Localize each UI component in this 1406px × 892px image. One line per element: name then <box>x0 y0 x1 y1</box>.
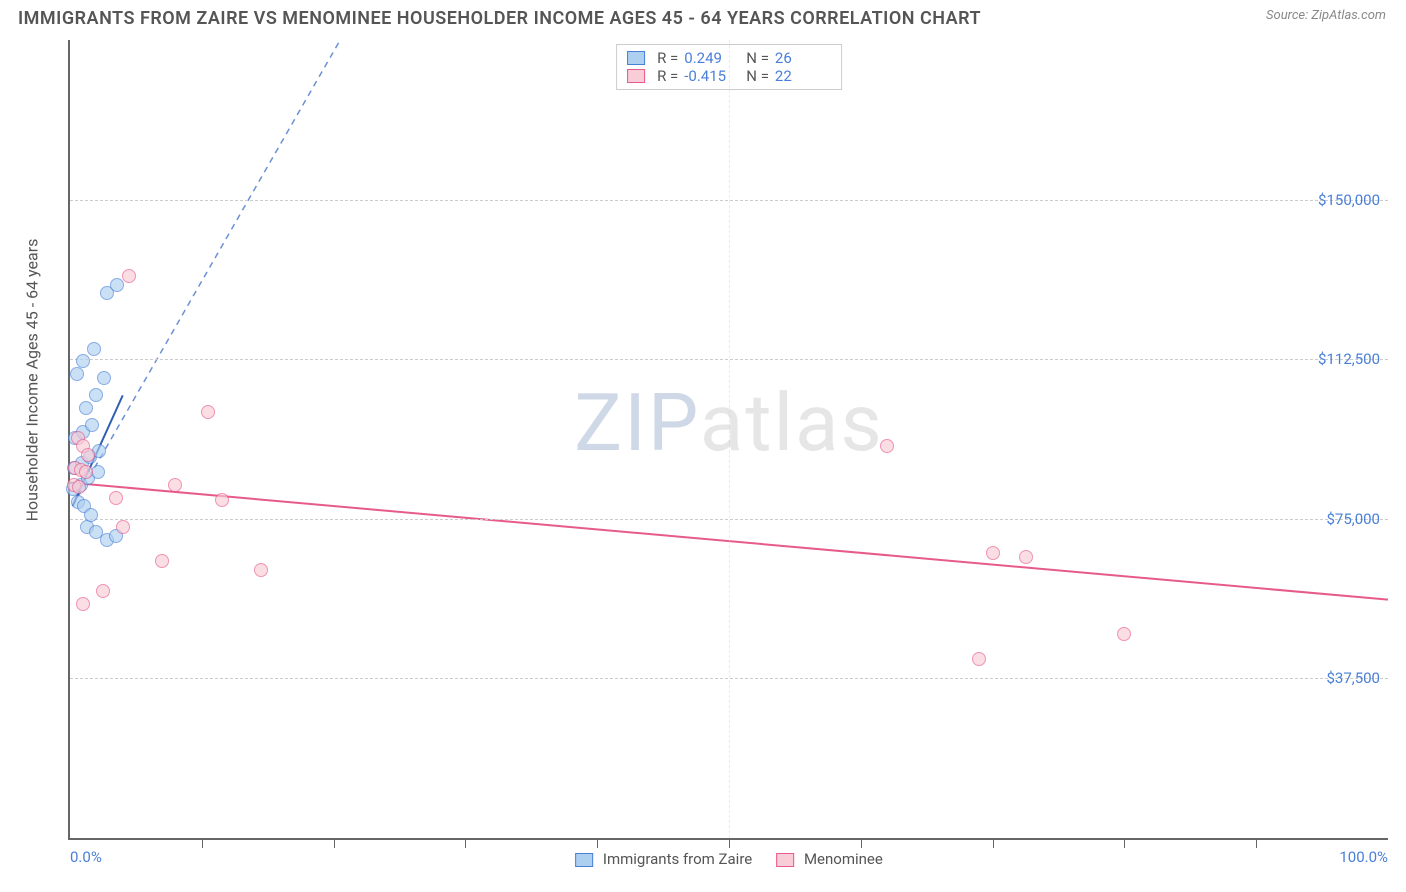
swatch-menominee-icon <box>776 853 794 867</box>
r-value-zaire: 0.249 <box>684 49 740 67</box>
x-tick <box>202 838 203 848</box>
x-tick <box>1124 838 1125 848</box>
x-tick <box>597 838 598 848</box>
gridline-vertical <box>729 40 730 838</box>
legend-item-zaire: Immigrants from Zaire <box>575 850 752 868</box>
x-tick <box>993 838 994 848</box>
scatter-point <box>81 448 95 462</box>
scatter-point <box>116 520 130 534</box>
source-attribution: Source: ZipAtlas.com <box>1266 8 1386 23</box>
y-tick-label: $75,000 <box>1326 510 1380 528</box>
y-tick-label: $150,000 <box>1318 191 1380 209</box>
scatter-point <box>1019 550 1033 564</box>
scatter-point <box>254 563 268 577</box>
swatch-zaire-icon <box>575 853 593 867</box>
scatter-point <box>1117 627 1131 641</box>
scatter-point <box>76 354 90 368</box>
chart-title: IMMIGRANTS FROM ZAIRE VS MENOMINEE HOUSE… <box>18 8 981 29</box>
r-value-menominee: -0.415 <box>684 67 740 85</box>
scatter-point <box>70 367 84 381</box>
y-axis-label: Householder Income Ages 45 - 64 years <box>23 239 42 522</box>
plot-area: ZIPatlas R = 0.249 N = 26 R = -0.415 N =… <box>68 40 1388 840</box>
scatter-point <box>168 478 182 492</box>
scatter-point <box>85 418 99 432</box>
x-tick <box>729 838 730 848</box>
scatter-point <box>155 554 169 568</box>
scatter-point <box>201 405 215 419</box>
scatter-point <box>96 584 110 598</box>
scatter-point <box>109 491 123 505</box>
swatch-menominee-icon <box>627 69 645 83</box>
chart-container: Householder Income Ages 45 - 64 years ZI… <box>18 40 1388 880</box>
scatter-point <box>87 342 101 356</box>
scatter-point <box>880 439 894 453</box>
x-tick <box>465 838 466 848</box>
scatter-point <box>986 546 1000 560</box>
watermark-part1: ZIP <box>574 376 700 470</box>
scatter-point <box>76 597 90 611</box>
scatter-point <box>79 465 93 479</box>
scatter-point <box>79 401 93 415</box>
scatter-point <box>89 388 103 402</box>
y-tick-label: $112,500 <box>1318 350 1380 368</box>
watermark-part2: atlas <box>700 376 884 470</box>
swatch-zaire-icon <box>627 51 645 65</box>
x-axis-min-label: 0.0% <box>70 848 102 866</box>
trend-line <box>73 40 341 506</box>
x-axis-max-label: 100.0% <box>1339 848 1388 866</box>
legend-item-menominee: Menominee <box>776 850 883 868</box>
x-tick <box>334 838 335 848</box>
legend-label-zaire: Immigrants from Zaire <box>603 850 752 868</box>
n-value-menominee: 22 <box>775 67 831 85</box>
scatter-point <box>972 652 986 666</box>
n-value-zaire: 26 <box>775 49 831 67</box>
y-tick-label: $37,500 <box>1326 669 1380 687</box>
scatter-point <box>215 493 229 507</box>
scatter-point <box>97 371 111 385</box>
scatter-point <box>122 269 136 283</box>
scatter-point <box>72 480 86 494</box>
scatter-point <box>84 508 98 522</box>
series-legend: Immigrants from Zaire Menominee <box>575 850 883 868</box>
x-tick <box>1256 838 1257 848</box>
legend-label-menominee: Menominee <box>804 850 883 868</box>
x-tick <box>861 838 862 848</box>
